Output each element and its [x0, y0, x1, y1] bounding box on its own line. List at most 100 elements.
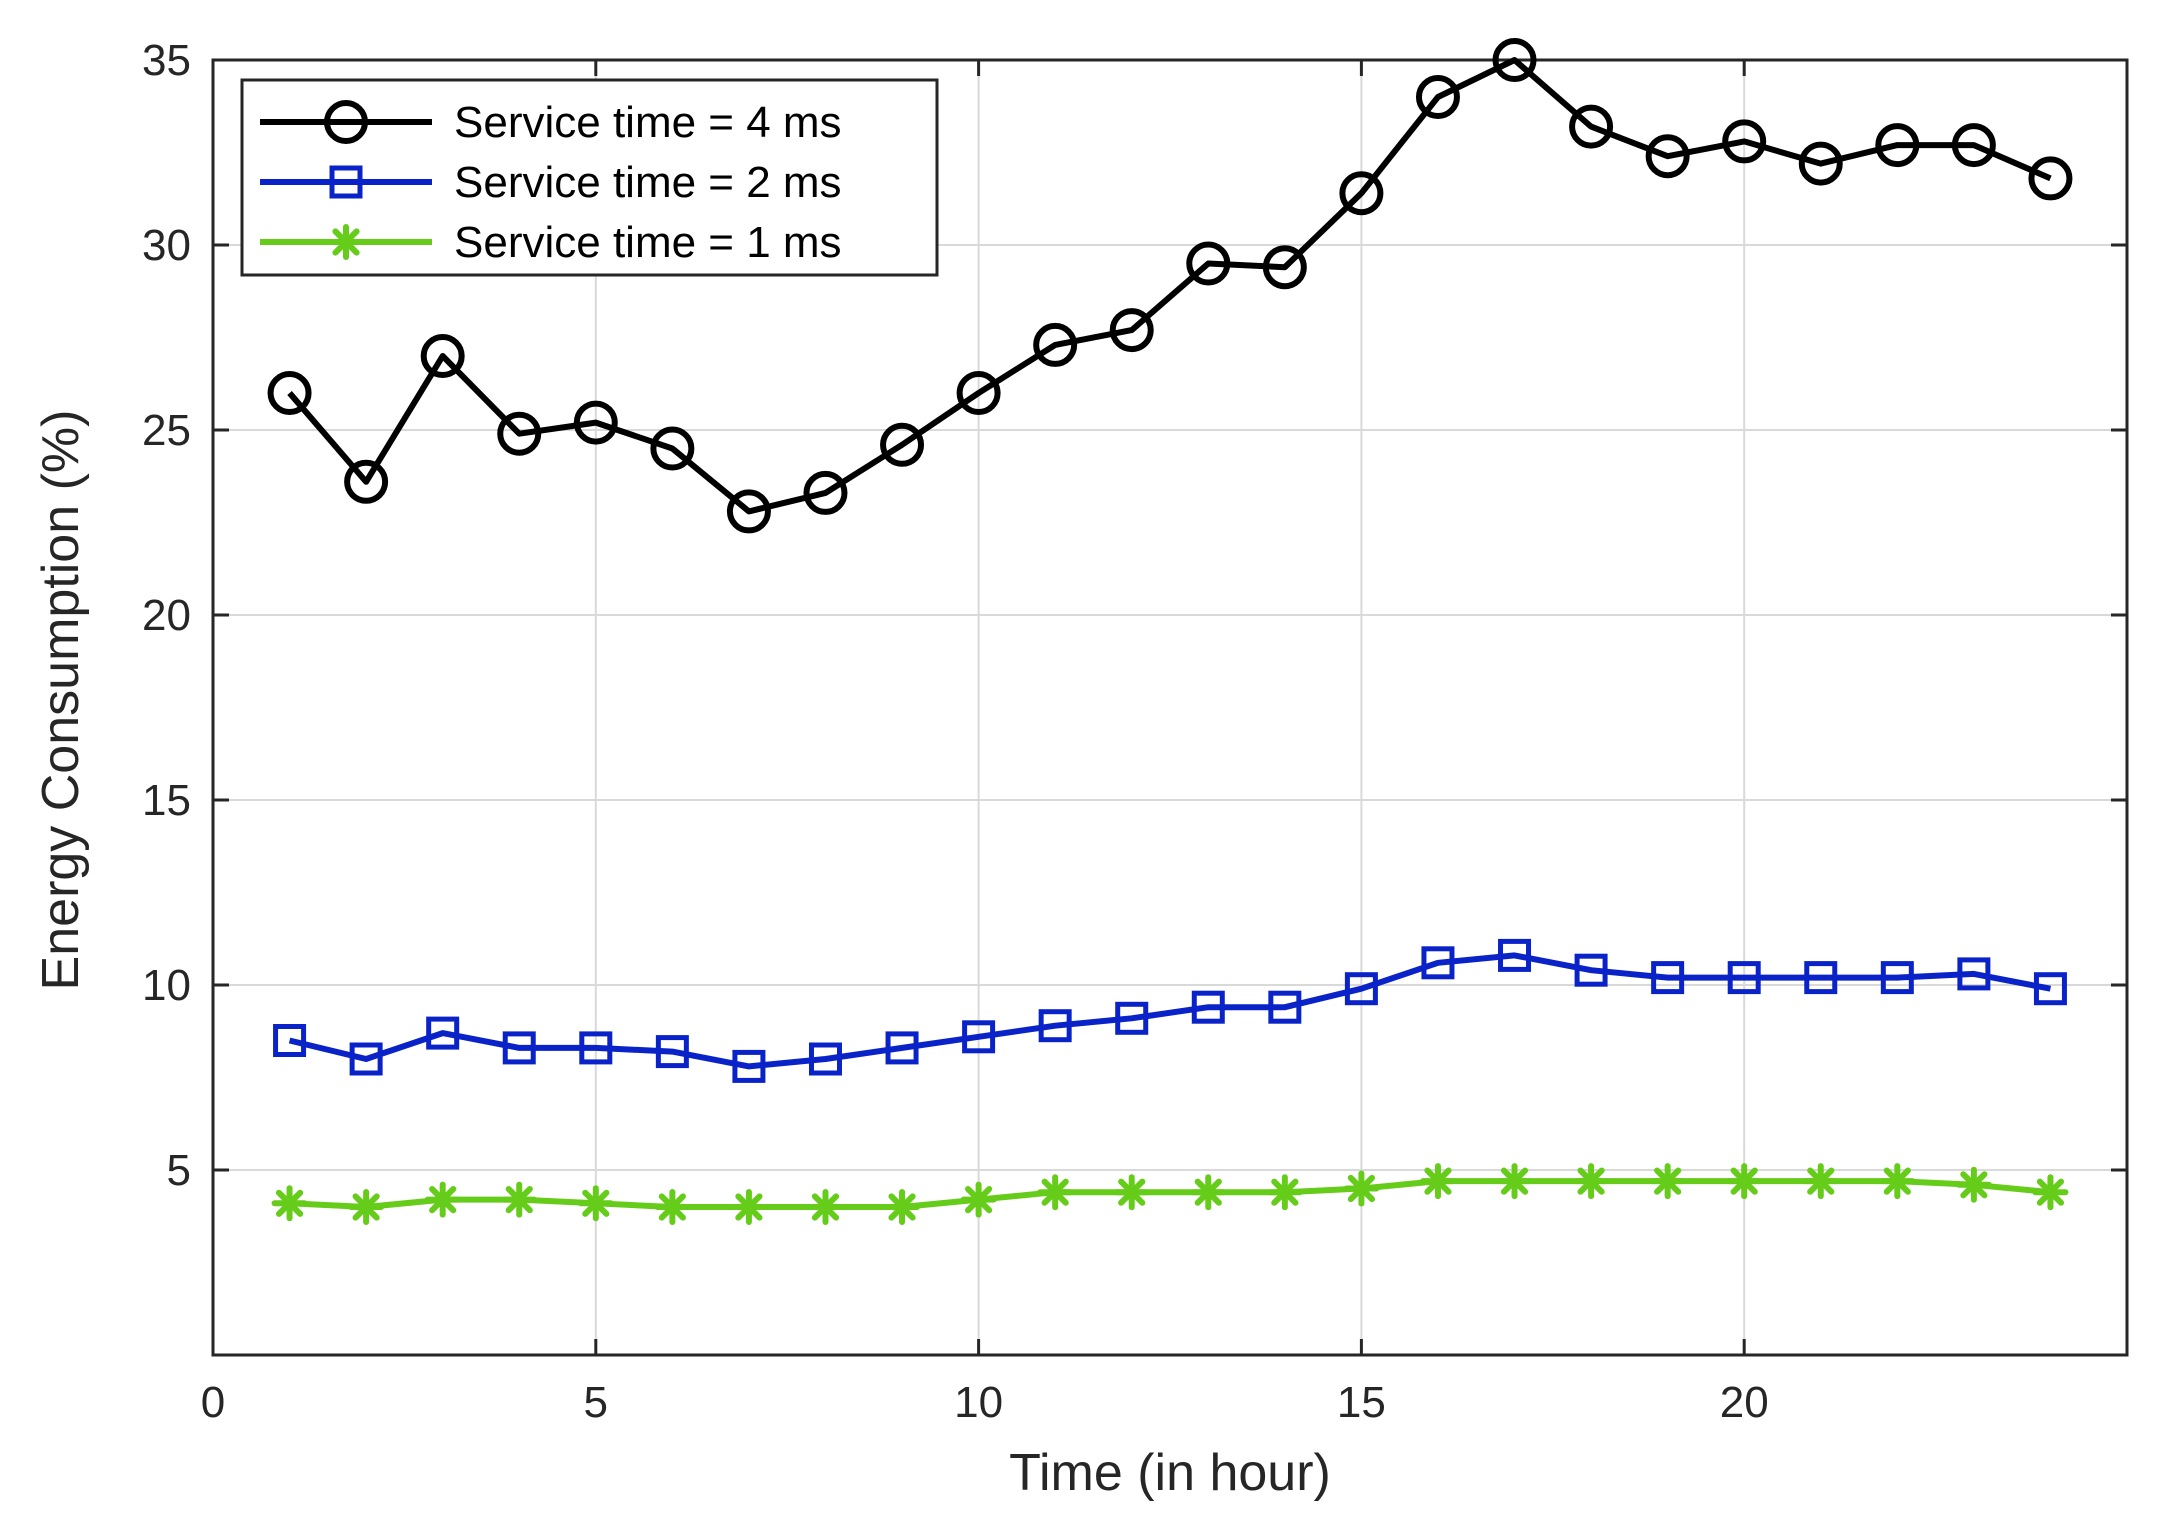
asterisk-stroke: [1194, 1178, 1222, 1206]
data-point: [1492, 38, 1537, 82]
data-point: [1266, 1174, 1303, 1211]
data-point: [1262, 245, 1307, 290]
data-point: [349, 1042, 383, 1076]
axes: 0 5 10 15 20 5 10 15 20 25 30 35: [142, 36, 2129, 1427]
asterisk-stroke: [505, 1185, 533, 1214]
y-tick-label: 35: [142, 36, 191, 85]
legend-label: Service time = 1 ms: [454, 218, 842, 267]
legend: Service time = 4 ms Service time = 2 ms Se…: [240, 78, 939, 277]
asterisk-stroke: [1347, 1174, 1376, 1203]
data-point: [1186, 241, 1231, 286]
data-point: [808, 1042, 842, 1076]
data-point: [1037, 1174, 1074, 1211]
data-point: [885, 1031, 919, 1065]
y-tick-label: 25: [142, 406, 191, 455]
data-point: [1109, 308, 1154, 353]
data-point: [807, 1189, 844, 1225]
legend-marker: [329, 165, 363, 199]
y-tick-label: 5: [167, 1146, 191, 1195]
x-tick-label: 10: [954, 1378, 1003, 1427]
legend-item: Service time = 2 ms: [260, 158, 842, 207]
data-point: [960, 1181, 997, 1218]
data-point: [1727, 961, 1761, 995]
data-point: [2033, 972, 2067, 1006]
x-tick-label: 0: [201, 1378, 225, 1427]
data-point: [573, 400, 618, 445]
data-point: [497, 411, 542, 456]
asterisk-stroke: [1041, 1178, 1069, 1206]
asterisk-stroke: [352, 1193, 380, 1221]
data-point: [267, 371, 312, 415]
series-line: [289, 1178, 2051, 1210]
data-point: [1574, 953, 1608, 987]
legend-marker: [328, 224, 364, 260]
data-point: [579, 1031, 613, 1065]
grid: [213, 60, 2127, 1355]
data-point: [2028, 156, 2073, 201]
asterisk-stroke: [332, 228, 360, 256]
data-point: [1268, 990, 1302, 1024]
series-layer: [267, 38, 2073, 1225]
data-point: [1569, 104, 1614, 149]
data-point: [956, 371, 1001, 415]
data-point: [1726, 1163, 1763, 1200]
data-point: [1191, 990, 1225, 1024]
data-point: [1875, 123, 1920, 168]
asterisk-stroke: [1654, 1167, 1682, 1195]
data-point: [732, 1049, 766, 1083]
data-point: [271, 1185, 308, 1222]
data-point: [1798, 141, 1843, 186]
legend-label: Service time = 2 ms: [454, 158, 842, 207]
data-point: [1802, 1163, 1839, 1200]
data-point: [344, 459, 389, 504]
y-tick-label: 15: [142, 776, 191, 825]
data-point: [884, 1189, 921, 1225]
data-point: [2032, 1174, 2069, 1211]
x-tick-label: 15: [1337, 1378, 1386, 1427]
data-point: [1573, 1163, 1610, 1200]
data-point: [726, 489, 771, 534]
asterisk-stroke: [1118, 1178, 1146, 1206]
asterisk-stroke: [1271, 1178, 1299, 1206]
series-line: [288, 952, 2052, 1070]
data-point: [1419, 1163, 1456, 1200]
data-point: [1038, 1009, 1072, 1043]
data-point: [1339, 171, 1384, 216]
asterisk-stroke: [275, 1189, 304, 1217]
data-point: [1649, 1163, 1686, 1200]
series-1: [267, 38, 2073, 534]
asterisk-stroke: [1807, 1167, 1835, 1195]
x-tick-label: 5: [584, 1378, 608, 1427]
data-point: [1344, 972, 1378, 1006]
series-2: [273, 938, 2067, 1083]
y-tick-label: 20: [142, 591, 191, 640]
data-point: [655, 1035, 689, 1069]
asterisk-stroke: [888, 1193, 916, 1221]
data-point: [880, 422, 925, 467]
data-point: [1190, 1174, 1227, 1211]
data-point: [1496, 1163, 1533, 1200]
asterisk-stroke: [811, 1193, 840, 1221]
data-point: [1645, 134, 1690, 179]
data-point: [1113, 1174, 1150, 1211]
data-point: [962, 1020, 996, 1054]
data-point: [1415, 75, 1460, 119]
data-point: [426, 1016, 460, 1050]
data-point: [1421, 946, 1455, 980]
data-point: [1115, 1001, 1149, 1035]
asterisk-stroke: [582, 1189, 610, 1217]
data-point: [1879, 1163, 1916, 1200]
asterisk-stroke: [429, 1185, 457, 1214]
asterisk-stroke: [1577, 1167, 1605, 1195]
data-point: [348, 1189, 385, 1225]
asterisk-stroke: [1883, 1167, 1911, 1195]
data-point: [1804, 961, 1838, 995]
data-point: [730, 1189, 767, 1225]
legend-marker: [324, 100, 368, 144]
data-point: [803, 470, 848, 515]
data-point: [1651, 961, 1685, 995]
series-3: [271, 1163, 2069, 1225]
data-point: [1955, 1166, 1992, 1203]
data-point: [424, 1181, 461, 1218]
